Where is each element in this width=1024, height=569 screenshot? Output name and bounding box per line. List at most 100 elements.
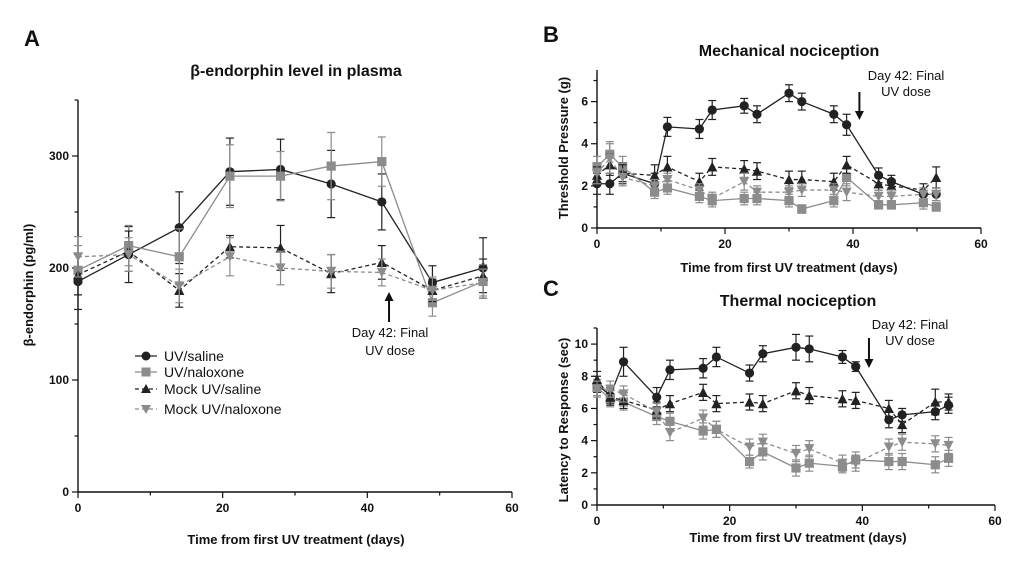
data-point-triangle-up xyxy=(751,166,763,176)
data-point-triangle-down xyxy=(427,285,438,296)
data-point-square xyxy=(225,171,235,181)
series xyxy=(592,333,954,429)
data-point-triangle-down xyxy=(174,281,185,292)
data-point-circle xyxy=(605,179,615,189)
y-tick-label: 0 xyxy=(62,485,69,499)
x-tick-label: 20 xyxy=(723,514,737,528)
x-tick-label: 60 xyxy=(974,237,988,251)
legend-label: UV/naloxone xyxy=(164,364,244,380)
x-axis-label: Time from first UV treatment (days) xyxy=(680,260,897,275)
data-point-circle xyxy=(174,223,184,233)
data-point-triangle-up xyxy=(744,396,755,407)
legend-marker-circle xyxy=(141,351,151,361)
data-point-triangle-down xyxy=(72,252,84,262)
legend-item: Mock UV/naloxone xyxy=(135,401,282,417)
y-tick-label: 200 xyxy=(49,261,69,275)
data-point-square xyxy=(884,456,894,467)
data-point-circle xyxy=(784,88,794,98)
annotation-line-1: Day 42: Final xyxy=(868,68,945,83)
data-point-circle xyxy=(884,415,894,425)
x-axis-label: Time from first UV treatment (days) xyxy=(187,532,404,547)
chart-title: Thermal nociception xyxy=(720,293,876,310)
data-point-triangle-up xyxy=(711,398,722,409)
data-point-triangle-down xyxy=(744,442,755,453)
data-point-triangle-up xyxy=(841,159,852,170)
annotation-arrowhead xyxy=(864,359,874,368)
y-tick-label: 10 xyxy=(575,337,589,351)
data-point-triangle-up xyxy=(757,398,768,409)
legend-label: Mock UV/saline xyxy=(164,381,261,397)
y-axis-label: Threshold Pressure (g) xyxy=(556,77,571,219)
data-point-triangle-down xyxy=(931,189,942,200)
data-point-triangle-up xyxy=(837,393,848,404)
data-point-circle xyxy=(829,109,839,119)
data-point-circle xyxy=(837,352,848,362)
data-point-triangle-down xyxy=(707,193,718,204)
x-tick-label: 40 xyxy=(856,514,870,528)
legend-item: UV/saline xyxy=(135,348,224,364)
y-tick-label: 4 xyxy=(581,137,588,151)
data-point-triangle-up xyxy=(850,395,861,406)
data-point-triangle-down xyxy=(897,437,908,448)
data-point-square xyxy=(797,204,807,214)
data-point-triangle-down xyxy=(943,440,954,451)
x-tick-label: 60 xyxy=(988,514,1002,528)
data-point-triangle-up xyxy=(739,163,750,174)
series-line xyxy=(597,388,949,464)
data-point-square xyxy=(665,416,675,426)
data-point-triangle-up xyxy=(664,398,676,409)
series-line xyxy=(596,387,949,469)
data-point-triangle-up xyxy=(804,390,815,401)
data-point-triangle-down xyxy=(477,277,489,288)
y-tick-label: 300 xyxy=(49,149,69,163)
legend-label: Mock UV/naloxone xyxy=(164,401,282,417)
data-point-triangle-down xyxy=(790,448,802,459)
panel-a: A β-endorphin level in plasma Time from … xyxy=(21,26,519,547)
data-point-triangle-down xyxy=(804,444,815,454)
series xyxy=(72,236,489,305)
data-point-triangle-down xyxy=(783,187,795,198)
x-axis-label: Time from first UV treatment (days) xyxy=(689,530,906,545)
axes: 0 20 40 60 0 2 4 6 8 10 xyxy=(575,327,1002,528)
y-tick-label: 2 xyxy=(581,179,588,193)
legend: UV/saline UV/naloxone Mock UV/saline Moc… xyxy=(135,348,282,417)
data-point-triangle-up xyxy=(886,180,897,191)
data-point-square xyxy=(744,456,755,467)
data-point-circle xyxy=(804,344,814,354)
data-point-square xyxy=(829,196,839,206)
data-point-triangle-up xyxy=(931,172,942,183)
legend-marker-triangle-down xyxy=(141,405,151,414)
data-point-circle xyxy=(707,105,717,115)
x-tick-label: 20 xyxy=(216,501,230,515)
panel-b-letter: B xyxy=(543,22,559,47)
x-tick-label: 20 xyxy=(718,237,732,251)
data-point-triangle-down xyxy=(739,177,750,187)
annotation-line-1: Day 42: Final xyxy=(872,317,949,332)
data-point-triangle-down xyxy=(837,458,848,469)
data-point-circle xyxy=(842,120,852,130)
data-point-triangle-down xyxy=(275,263,286,274)
data-point-square xyxy=(943,453,954,463)
legend-item: UV/naloxone xyxy=(135,364,244,380)
data-point-square xyxy=(931,202,941,212)
chart-title: β-endorphin level in plasma xyxy=(190,63,402,80)
data-point-square xyxy=(698,426,708,436)
y-tick-label: 6 xyxy=(581,95,588,109)
data-point-triangle-down xyxy=(841,187,852,198)
y-tick-label: 6 xyxy=(581,401,588,415)
y-tick-label: 0 xyxy=(581,221,588,235)
x-tick-label: 60 xyxy=(505,501,519,515)
data-point-square xyxy=(930,460,940,470)
data-point-circle xyxy=(652,392,662,402)
data-point-triangle-down xyxy=(618,389,629,400)
data-point-triangle-down xyxy=(591,384,603,395)
annotation: Day 42: Final UV dose xyxy=(864,317,948,368)
axes: 0 20 40 60 0 2 4 6 xyxy=(581,70,988,251)
data-point-triangle-down xyxy=(604,153,615,164)
data-point-square xyxy=(804,458,814,468)
y-tick-label: 8 xyxy=(581,369,588,383)
data-point-triangle-down xyxy=(694,185,705,196)
data-point-triangle-down xyxy=(828,185,839,196)
y-tick-label: 100 xyxy=(49,373,69,387)
